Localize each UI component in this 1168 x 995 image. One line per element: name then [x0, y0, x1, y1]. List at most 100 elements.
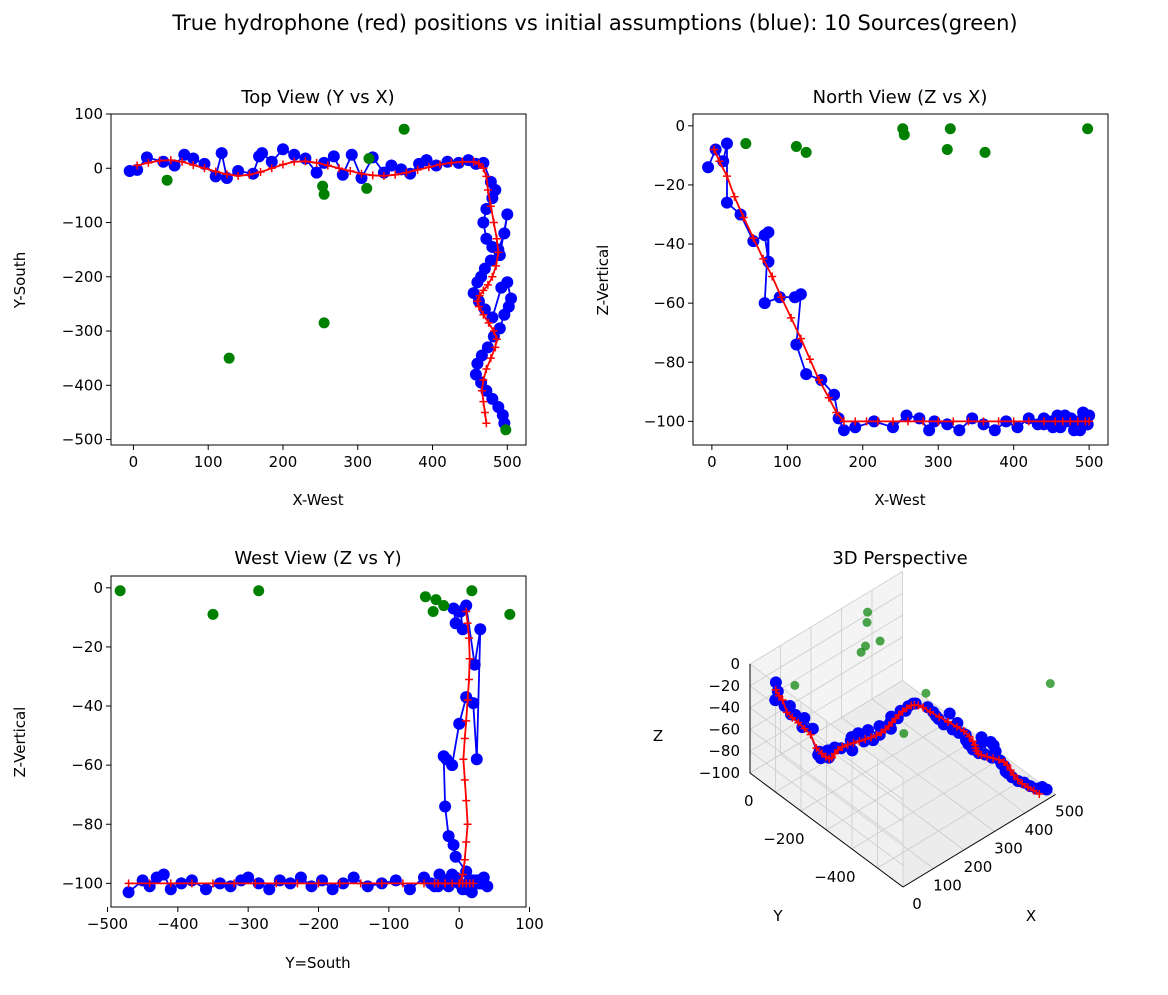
top-true-marker	[483, 280, 492, 289]
west-true-marker	[441, 879, 450, 888]
west-true-line	[128, 611, 471, 885]
north-true-marker	[1073, 417, 1082, 426]
top-true-marker	[424, 163, 433, 172]
top-true-marker	[323, 161, 332, 170]
perspective-z-label: Z	[653, 727, 663, 745]
top-true-marker	[189, 161, 198, 170]
north-true-marker	[787, 313, 796, 322]
persp-true-marker	[834, 745, 843, 754]
x-axis-line	[902, 794, 1056, 888]
top-initial-point	[232, 164, 245, 177]
persp-x-tick-label: 500	[1055, 803, 1084, 821]
top-true-marker	[211, 167, 220, 176]
persp-true-marker	[806, 730, 815, 739]
persp-source-point	[921, 688, 931, 698]
west-view-x-label: Y=South	[284, 954, 350, 972]
west-true-marker	[460, 855, 469, 864]
persp-z-tick-label: −80	[708, 742, 740, 760]
top-true-marker	[391, 170, 400, 179]
north-x-tick-label: 0	[707, 453, 717, 471]
top-true-marker	[436, 160, 445, 169]
top-axes-frame	[110, 113, 527, 446]
top-sources-point	[361, 182, 373, 194]
top-true-marker	[483, 185, 492, 194]
persp-initial-point	[943, 707, 956, 720]
west-true-marker	[459, 755, 468, 764]
top-true-marker	[489, 218, 498, 227]
north-true-marker	[730, 192, 739, 201]
west-true-marker	[462, 796, 471, 805]
north-true-marker	[759, 254, 768, 263]
west-initial-point	[454, 605, 467, 618]
top-true-line	[136, 159, 500, 424]
persp-y-tick-label: −400	[814, 868, 855, 886]
top-initial-point	[178, 148, 191, 161]
north-true-marker	[839, 417, 848, 426]
top-true-marker	[178, 157, 187, 166]
west-initial-point	[465, 886, 478, 899]
persp-true-marker	[817, 749, 826, 758]
top-true-marker	[379, 171, 388, 180]
west-initial-point	[305, 880, 318, 893]
top-true-marker	[301, 157, 310, 166]
west-true-marker	[377, 879, 386, 888]
persp-true-marker	[861, 735, 870, 744]
west-x-tick-label: −500	[87, 915, 128, 933]
north-true-marker	[722, 172, 731, 181]
top-true-marker	[479, 375, 488, 384]
west-initial-point	[468, 658, 481, 671]
persp-true-marker	[843, 740, 852, 749]
north-x-tick-label: 400	[999, 453, 1028, 471]
north-initial-point	[720, 137, 733, 150]
persp-z-tick-label: −60	[708, 720, 740, 738]
persp-true-marker	[1013, 775, 1022, 784]
top-initial-point	[385, 159, 398, 172]
north-true-marker	[851, 417, 860, 426]
north-true-marker	[824, 393, 833, 402]
west-x-tick-label: −200	[298, 915, 339, 933]
west-initial-point	[439, 800, 452, 813]
perspective-y-label: Y	[772, 907, 783, 925]
persp-true-marker	[977, 750, 986, 759]
west-initial-point	[433, 868, 446, 881]
north-true-marker	[749, 234, 758, 243]
top-sources-point	[318, 317, 330, 329]
persp-source-point	[862, 617, 872, 627]
west-initial-point	[347, 871, 360, 884]
north-initial-point	[849, 421, 862, 434]
west-y-tick-label: −100	[62, 874, 103, 892]
persp-true-marker	[881, 725, 890, 734]
west-true-marker	[460, 775, 469, 784]
west-view-plot-area: −500 −400 −300 −200 −100 0 100 0 −20 −40 −60 −80 −10…	[62, 575, 544, 933]
west-initial-point	[467, 697, 480, 710]
top-view-x-label: X-West	[292, 491, 343, 509]
west-true-marker	[272, 879, 281, 888]
top-true-marker	[357, 169, 366, 178]
west-initial-point	[470, 753, 483, 766]
top-x-tick-label: 100	[194, 453, 223, 471]
west-initial-point	[326, 883, 339, 896]
north-initial-point	[758, 297, 771, 310]
top-y-tick-label: 0	[93, 159, 103, 177]
north-true-marker	[934, 417, 943, 426]
west-x-tick-label: −400	[157, 915, 198, 933]
north-true-marker	[862, 417, 871, 426]
top-y-tick-label: −300	[62, 322, 103, 340]
persp-true-marker	[914, 701, 923, 710]
west-true-marker	[208, 879, 217, 888]
north-data-layer	[702, 123, 1096, 437]
top-sources-point	[318, 188, 330, 200]
west-y-tick-label: 0	[93, 579, 103, 597]
top-y-tick-label: −500	[62, 431, 103, 449]
persp-true-marker	[935, 712, 944, 721]
west-true-marker	[356, 879, 365, 888]
north-sources-point	[740, 138, 752, 150]
persp-true-marker	[959, 727, 968, 736]
persp-source-point	[1045, 679, 1055, 689]
north-initial-point	[900, 409, 913, 422]
perspective-x-label: X	[1026, 907, 1036, 925]
west-initial-point	[361, 880, 374, 893]
y-axis-line	[749, 772, 904, 888]
north-sources-point	[1082, 123, 1094, 135]
